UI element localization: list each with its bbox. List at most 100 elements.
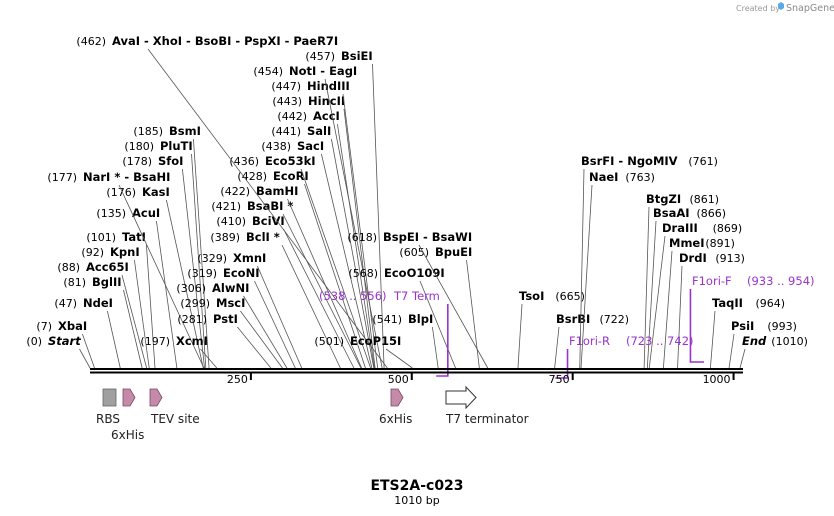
site-bglii[interactable]: BglII (81) <box>63 275 143 369</box>
site-name[interactable]: MmeI <box>669 236 705 250</box>
site-name[interactable]: BclI * <box>246 230 280 244</box>
site-name[interactable]: AcuI <box>132 206 160 220</box>
site-name[interactable]: AlwNI <box>212 281 249 295</box>
site-alwni[interactable]: AlwNI (306) <box>176 281 288 369</box>
site-name[interactable]: BsmI <box>169 124 201 138</box>
site-name[interactable]: SalI <box>307 124 331 138</box>
site-name[interactable]: PluTI <box>160 139 193 153</box>
site-name[interactable]: TatI <box>122 230 146 244</box>
site-draiii[interactable]: DraIII (869) <box>648 221 742 369</box>
site-name[interactable]: NdeI <box>83 296 113 310</box>
feature-t7-terminator[interactable]: T7 terminator <box>445 385 529 426</box>
site-kasi[interactable]: KasI (176) <box>106 185 204 369</box>
site-bsiei[interactable]: BsiEI (457) <box>305 49 385 369</box>
site-xcmi[interactable]: XcmI (197) <box>140 334 218 369</box>
site-name[interactable]: BsiEI <box>341 49 373 63</box>
site-name[interactable]: BamHI <box>256 184 298 198</box>
site-blpi[interactable]: BlpI (541) <box>372 312 439 369</box>
site-end[interactable]: End (1010) <box>739 334 808 369</box>
site-ndei[interactable]: NdeI (47) <box>54 296 121 369</box>
site-noti-eagi[interactable]: NotI - EagI (454) <box>253 64 383 369</box>
site-taqii[interactable]: TaqII (964) <box>709 296 785 369</box>
site-name[interactable]: AvaI - XhoI - BsoBI - PspXI - PaeR7I <box>112 34 338 48</box>
site-name[interactable]: BsaAI <box>653 206 690 220</box>
site-name[interactable]: KpnI <box>110 245 140 259</box>
site-bsrbi[interactable]: BsrBI (722) <box>554 312 629 369</box>
site-bsmi[interactable]: BsmI (185) <box>133 124 210 369</box>
site-name[interactable]: NotI - EagI <box>289 64 357 78</box>
site-msci[interactable]: MscI (299) <box>180 296 283 369</box>
site-name[interactable]: XcmI <box>176 334 208 348</box>
site-start[interactable]: Start (0) <box>26 334 91 369</box>
site-xbai[interactable]: XbaI (7) <box>36 319 95 369</box>
site-acui[interactable]: AcuI (135) <box>96 206 178 369</box>
site-name[interactable]: BsrFI - NgoMIV <box>581 154 678 168</box>
site-name[interactable]: Eco53kI <box>265 154 316 168</box>
site-bcivi[interactable]: BciVI (410) <box>216 214 355 369</box>
site-name[interactable]: TaqII <box>712 296 743 310</box>
site-xmni[interactable]: XmnI (329) <box>197 251 303 369</box>
site-name[interactable]: SfoI <box>158 154 183 168</box>
site-bsabi[interactable]: BsaBI * (421) <box>211 199 362 369</box>
site-econi[interactable]: EcoNI (319) <box>187 266 296 369</box>
site-hincii[interactable]: HincII (443) <box>272 94 376 369</box>
primer-t7-term[interactable]: (538 .. 556) T7 Term <box>319 289 449 377</box>
site-hindiii[interactable]: HindIII (447) <box>271 79 379 369</box>
site-pluti[interactable]: PluTI (180) <box>124 139 207 369</box>
site-name[interactable]: End <box>742 334 767 348</box>
site-name[interactable]: EcoP15I <box>350 334 401 348</box>
site-name[interactable]: XmnI <box>233 251 266 265</box>
site-name[interactable]: BsaBI * <box>247 199 293 213</box>
site-name[interactable]: BciVI <box>252 214 285 228</box>
site-name[interactable]: Start <box>48 334 81 348</box>
site-name[interactable]: BspEI - BsaWI <box>383 230 472 244</box>
site-name[interactable]: SacI <box>297 139 324 153</box>
primer-f1ori-r[interactable]: F1ori-R (723 .. 742) <box>555 334 694 379</box>
site-eco53ki[interactable]: Eco53kI (436) <box>229 154 371 369</box>
site-nari-bsahi[interactable]: NarI * - BsaHI (177) <box>47 170 205 369</box>
site-bcli[interactable]: BclI * (389) <box>210 230 341 369</box>
site-name[interactable]: BlpI <box>408 312 433 326</box>
site-bsrfi-ngomiv[interactable]: BsrFI - NgoMIV (761) <box>579 154 718 369</box>
site-saci[interactable]: SacI (438) <box>261 139 373 369</box>
primer-name[interactable]: T7 Term <box>393 289 440 303</box>
site-name[interactable]: AccI <box>313 109 340 123</box>
site-ecoo109i[interactable]: EcoO109I (568) <box>348 266 456 369</box>
site-name[interactable]: BglII <box>92 275 122 289</box>
site-tati[interactable]: TatI (101) <box>86 230 156 369</box>
site-psti[interactable]: PstI (281) <box>177 312 272 369</box>
site-name[interactable]: PstI <box>213 312 238 326</box>
site-bspei-bsawi[interactable]: BspEI - BsaWI (618) <box>347 230 489 369</box>
site-acc65i[interactable]: Acc65I (88) <box>57 260 148 369</box>
primer-name[interactable]: F1ori-F <box>692 274 732 288</box>
site-name[interactable]: BpuEI <box>435 245 472 259</box>
site-name[interactable]: DraIII <box>662 221 698 235</box>
site-bpuei[interactable]: BpuEI (605) <box>399 245 480 369</box>
site-name[interactable]: XbaI <box>58 319 87 333</box>
site-kpni[interactable]: KpnI (92) <box>81 245 150 369</box>
primer-f1ori-f[interactable]: F1ori-F (933 .. 954) <box>689 274 815 363</box>
site-mmei[interactable]: MmeI (891) <box>663 236 735 369</box>
site-naei[interactable]: NaeI (763) <box>580 170 655 369</box>
site-btgzi[interactable]: BtgZI (861) <box>643 192 719 369</box>
feature-rbs[interactable]: RBS <box>96 388 120 426</box>
site-name[interactable]: HincII <box>308 94 345 108</box>
site-name[interactable]: DrdI <box>679 251 707 265</box>
site-name[interactable]: EcoRI <box>273 169 309 183</box>
site-name[interactable]: MscI <box>216 296 245 310</box>
site-name[interactable]: HindIII <box>307 79 350 93</box>
site-sali[interactable]: SalI (441) <box>271 124 375 369</box>
feature-6xhis[interactable]: 6xHis <box>379 388 412 426</box>
site-name[interactable]: BtgZI <box>646 192 681 206</box>
site-drdi[interactable]: DrdI (913) <box>677 251 745 369</box>
feature-6xhis[interactable]: 6xHis <box>111 388 144 442</box>
site-name[interactable]: BsrBI <box>556 312 590 326</box>
site-name[interactable]: Acc65I <box>86 260 129 274</box>
site-bamhi[interactable]: BamHI (422) <box>220 184 362 369</box>
site-bsaai[interactable]: BsaAI (866) <box>646 206 726 369</box>
site-ecori[interactable]: EcoRI (428) <box>237 169 366 369</box>
site-name[interactable]: TsoI <box>519 289 544 303</box>
feature-tev-site[interactable]: TEV site <box>149 388 200 426</box>
primer-name[interactable]: F1ori-R <box>569 334 610 348</box>
site-avai-xhoi-bsobi-pspxi-paer7i[interactable]: AvaI - XhoI - BsoBI - PspXI - PaeR7I (462… <box>76 34 388 369</box>
